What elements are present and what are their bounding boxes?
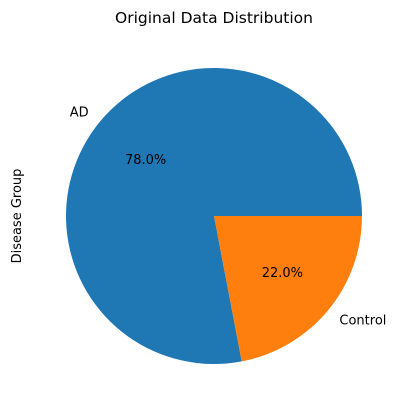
slice-label-control: Control [339, 313, 386, 328]
pie-labels: AD 78.0% Control 22.0% [70, 106, 387, 329]
slice-percent-control: 22.0% [262, 266, 303, 281]
slice-label-ad: AD [70, 106, 89, 121]
pie-slice-ad [66, 68, 362, 365]
slice-percent-ad: 78.0% [125, 153, 166, 168]
pie-slice-control [214, 216, 362, 362]
chart-title: Original Data Distribution [115, 9, 313, 27]
pie-slices [66, 68, 362, 365]
y-axis-label: Disease Group [10, 169, 25, 264]
